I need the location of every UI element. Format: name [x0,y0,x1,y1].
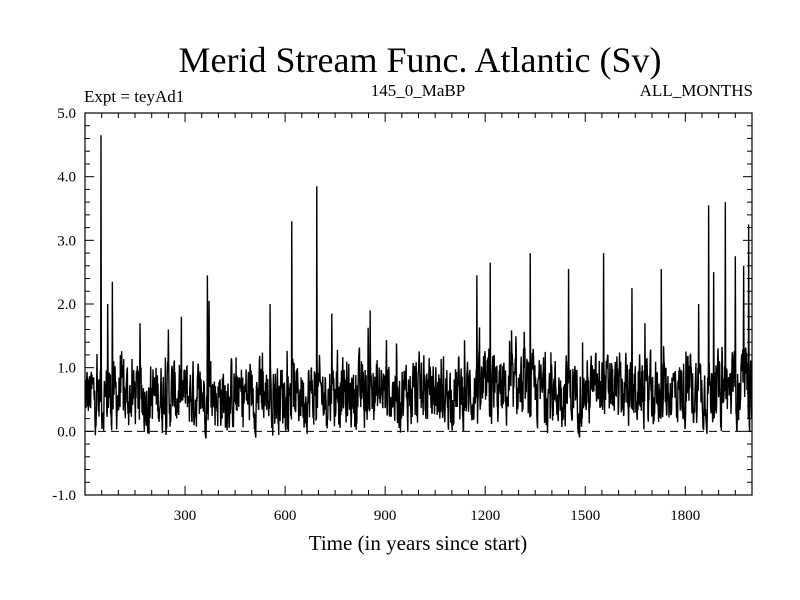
y-tick-label: 2.0 [57,297,76,313]
x-tick-label: 1200 [470,508,500,524]
x-tick-label: 600 [274,508,297,524]
y-tick-label: 5.0 [57,106,76,122]
y-tick-label: 4.0 [57,170,76,186]
y-tick-label: 3.0 [57,233,76,249]
series-group [84,135,753,439]
data-series-line [84,135,753,439]
chart-title: Merid Stream Func. Atlantic (Sv) [179,40,662,80]
period-label: 145_0_MaBP [371,81,465,100]
plot-area [84,112,753,496]
months-label: ALL_MONTHS [640,81,753,100]
x-tick-label: 900 [374,508,397,524]
y-tick-label: -1.0 [52,488,76,504]
y-tick-label: 0.0 [57,424,76,440]
x-axis-label: Time (in years since start) [309,531,528,555]
plot-frame [84,112,753,496]
x-axis: 300 600 900 1200 1500 1800 [101,113,736,524]
experiment-label: Expt = teyAd1 [84,87,184,106]
x-tick-label: 1800 [670,508,700,524]
y-axis: -1.0 0.0 1.0 2.0 3.0 4.0 5.0 [52,106,752,504]
x-tick-label: 1500 [570,508,600,524]
y-tick-label: 1.0 [57,361,76,377]
x-tick-label: 300 [174,508,197,524]
